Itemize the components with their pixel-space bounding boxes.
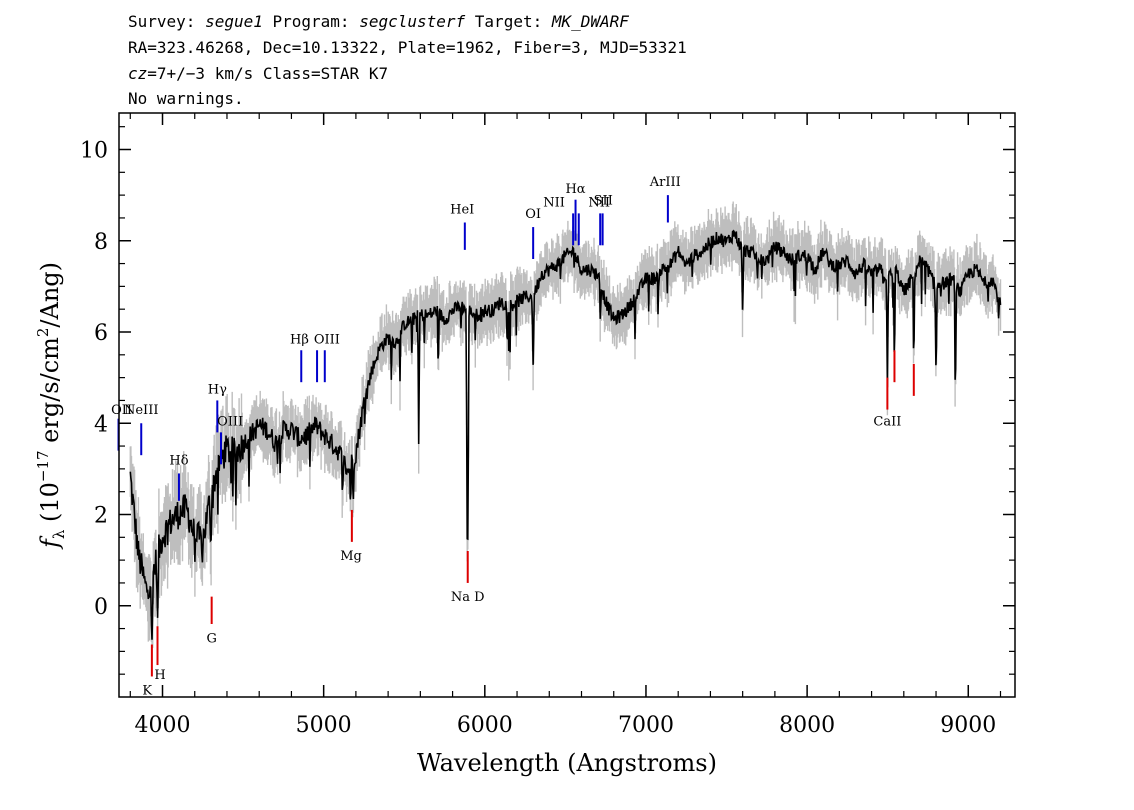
x-tick-label: 6000 <box>457 713 513 738</box>
line-label-g: G <box>206 631 216 646</box>
line-label-ariii: ArIII <box>649 175 681 190</box>
y-tick-label: 0 <box>94 595 108 620</box>
y-tick-label: 4 <box>94 412 108 437</box>
y-tick-label: 10 <box>80 139 108 164</box>
axis-ticks: 4000 5000 6000 7000 8000 9000 0 2 4 6 8 10 <box>80 113 1015 738</box>
line-label-h-: Hα <box>565 182 585 197</box>
flux-line <box>129 229 1002 640</box>
x-tick-label: 8000 <box>779 713 835 738</box>
line-label-h-: Hβ <box>290 332 309 347</box>
line-label-h: H <box>154 668 165 683</box>
y-axis-label: fλ (10−17 erg/s/cm2/Ang) <box>34 262 68 550</box>
line-label-oiii: OIII <box>217 415 243 430</box>
x-tick-label: 5000 <box>296 713 352 738</box>
line-label-nii: NII <box>588 196 610 211</box>
plot-area <box>129 201 1002 661</box>
line-label-oi: OI <box>525 207 541 222</box>
x-axis-label: Wavelength (Angstroms) <box>417 749 717 777</box>
plot-frame <box>118 112 1016 698</box>
x-tick-label: 7000 <box>618 713 674 738</box>
x-tick-label: 9000 <box>940 713 996 738</box>
y-tick-label: 2 <box>94 504 108 529</box>
x-tick-label: 4000 <box>135 713 191 738</box>
line-label-na-d: Na D <box>451 590 485 605</box>
line-label-neiii: NeIII <box>124 403 158 418</box>
line-label-sii: SII <box>594 193 613 208</box>
line-label-oiii: OIII <box>314 332 340 347</box>
header-line-3: cz=7+/−3 km/s Class=STAR K7 <box>128 64 388 83</box>
line-label-hei: HeI <box>450 202 474 217</box>
line-label-nii: NII <box>543 196 565 211</box>
y-tick-label: 8 <box>94 230 108 255</box>
line-label-h-: Hδ <box>169 453 188 468</box>
line-label-mg: Mg <box>340 549 362 564</box>
y-axis-label-group: fλ (10−17 erg/s/cm2/Ang) <box>34 262 68 550</box>
line-label-caii: CaII <box>873 415 901 430</box>
y-tick-label: 6 <box>94 321 108 346</box>
header-line-2: RA=323.46268, Dec=10.13322, Plate=1962, … <box>128 38 687 57</box>
line-label-k: K <box>142 684 152 699</box>
header-line-1: Survey: segue1 Program: segclusterf Targ… <box>128 12 629 31</box>
line-label-oii: OII <box>111 403 132 418</box>
line-label-h-: Hγ <box>208 383 227 398</box>
header-line-4: No warnings. <box>128 89 244 108</box>
